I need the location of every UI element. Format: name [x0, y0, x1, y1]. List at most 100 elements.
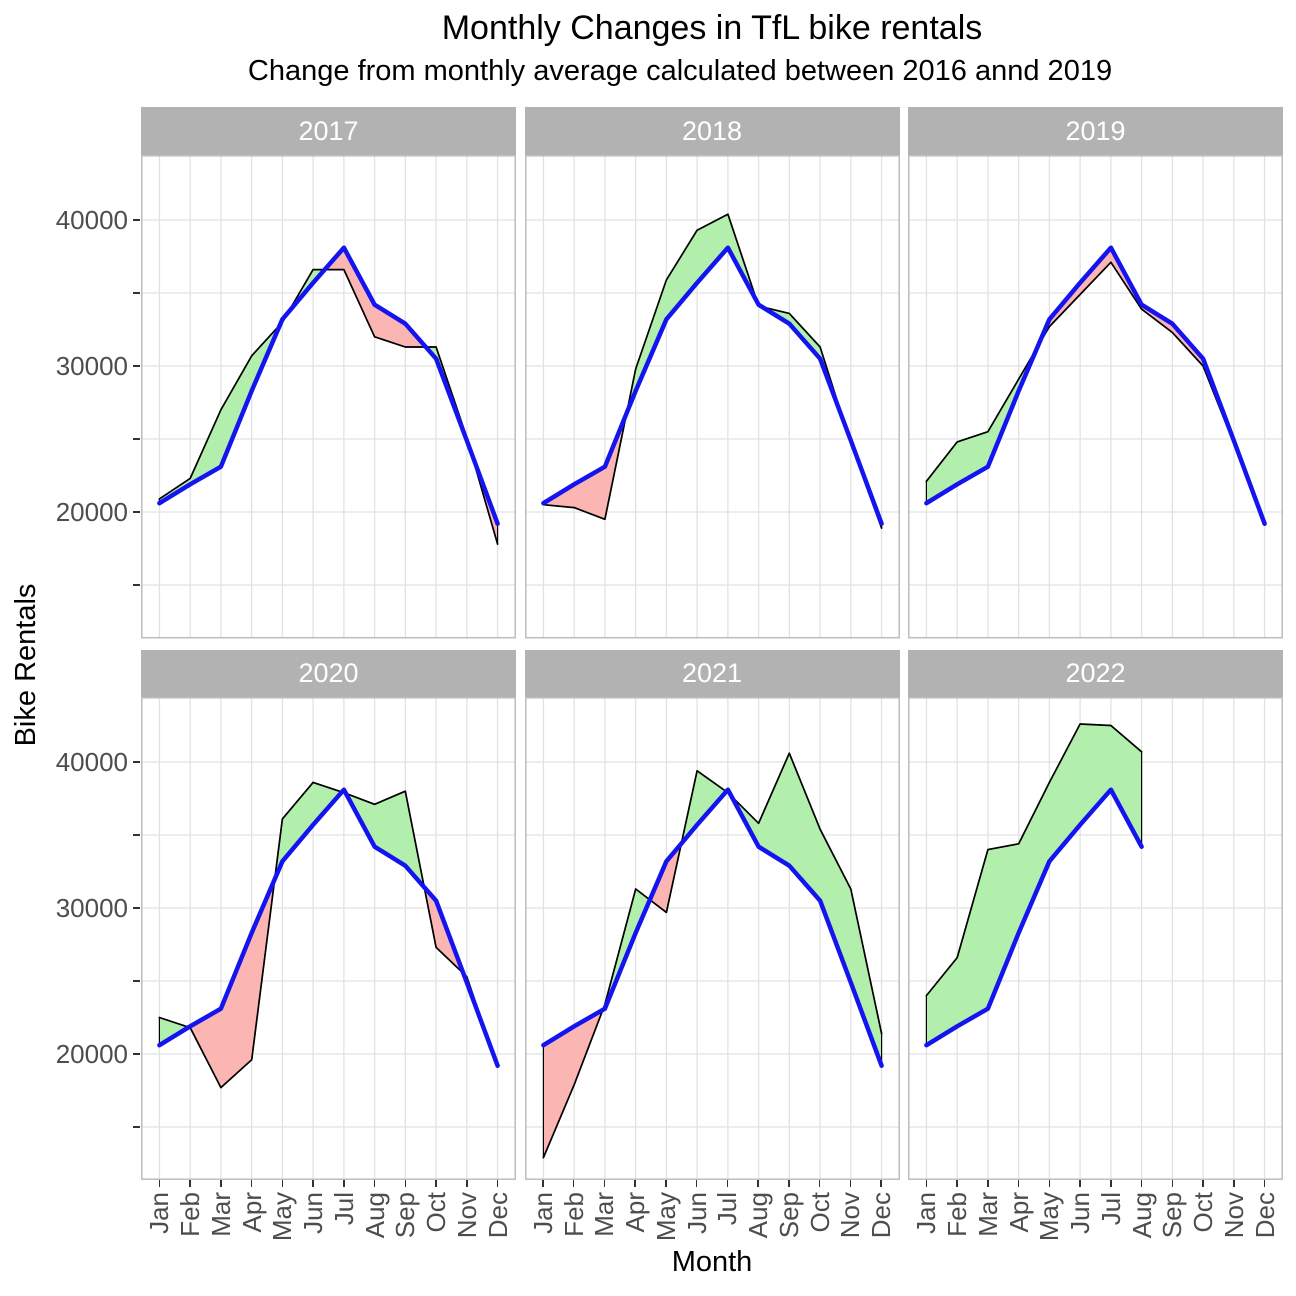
x-tick — [1048, 1180, 1051, 1187]
x-tick — [880, 1180, 882, 1187]
facet-panel-svg-2019 — [908, 155, 1283, 639]
x-tick-label: Jun — [681, 1192, 712, 1234]
actual-rentals-line — [542, 752, 882, 1159]
x-tick-label: Aug — [1126, 1192, 1157, 1239]
panel-border — [908, 155, 1283, 639]
facet-panel — [908, 697, 1283, 1180]
x-tick — [695, 1180, 698, 1187]
x-tick-label: Nov — [835, 1192, 866, 1239]
x-tick — [312, 1180, 314, 1187]
y-tick — [132, 1053, 140, 1055]
facet-strip-label: 2017 — [298, 115, 359, 146]
x-tick-label: Feb — [558, 1192, 589, 1237]
x-tick — [220, 1180, 222, 1187]
facet-panel-svg-2017 — [141, 155, 516, 639]
x-tick-label: Sep — [773, 1192, 804, 1239]
actual-rentals-line — [925, 261, 1266, 526]
x-axis-title: Month — [671, 1246, 753, 1278]
chart-subtitle: Change from monthly average calculated b… — [247, 55, 1113, 87]
y-tick — [132, 292, 140, 294]
x-tick-label: Jan — [144, 1192, 175, 1234]
x-tick-label: Jun — [298, 1192, 329, 1234]
x-tick-label: Oct — [1188, 1192, 1219, 1233]
facet-strip: 2018 — [524, 107, 900, 155]
x-tick — [1202, 1180, 1204, 1187]
x-tick — [435, 1180, 437, 1187]
facet-panel-svg-2020 — [141, 697, 516, 1180]
x-tick — [956, 1180, 958, 1187]
x-tick — [925, 1180, 928, 1187]
y-axis-title: Bike Rentals — [10, 583, 42, 747]
x-tick — [634, 1180, 636, 1187]
x-tick-label: Jan — [911, 1192, 942, 1234]
x-tick — [343, 1180, 345, 1187]
x-tick-label: Nov — [451, 1192, 482, 1239]
y-tick-label: 40000 — [55, 205, 128, 235]
x-tick-label: Jul — [328, 1192, 359, 1226]
chart-title: Monthly Changes in TfL bike rentals — [441, 9, 983, 47]
x-tick-label: Jun — [1065, 1192, 1096, 1234]
panel-border — [141, 155, 516, 639]
average-rentals-line — [924, 787, 1144, 1048]
x-tick-label: Oct — [804, 1192, 835, 1233]
panel-border — [908, 697, 1283, 1180]
x-tick — [788, 1180, 790, 1187]
x-tick-label: Sep — [1157, 1192, 1188, 1239]
average-rentals-line — [924, 245, 1267, 526]
x-tick — [1140, 1180, 1143, 1187]
x-tick — [189, 1180, 191, 1187]
actual-rentals-line — [925, 723, 1143, 997]
facet-panel-svg-2022 — [908, 697, 1283, 1180]
y-tick — [132, 219, 140, 221]
x-tick — [496, 1180, 499, 1187]
y-tick-label: 20000 — [55, 1039, 128, 1069]
y-tick — [132, 511, 140, 513]
facet-panel — [141, 697, 516, 1180]
x-tick-label: Jul — [1095, 1192, 1126, 1226]
x-tick — [572, 1180, 575, 1187]
facet-strip: 2022 — [908, 649, 1283, 698]
facet-strip: 2021 — [524, 649, 900, 698]
x-tick-label: Aug — [743, 1192, 774, 1239]
x-tick-label: Jul — [712, 1192, 743, 1226]
actual-rentals-line — [158, 268, 499, 545]
average-rentals-line — [540, 245, 884, 526]
x-tick-label: Dec — [482, 1192, 513, 1239]
y-tick-label: 20000 — [55, 497, 128, 527]
x-tick-label: Dec — [1249, 1192, 1280, 1239]
ribbon-above-average — [925, 723, 1143, 1046]
average-rentals-line — [540, 787, 884, 1068]
x-tick — [373, 1180, 376, 1187]
y-tick — [132, 907, 140, 909]
y-tick — [132, 761, 140, 763]
x-tick-label: Aug — [359, 1192, 390, 1239]
x-tick-label: Apr — [236, 1192, 267, 1233]
x-tick — [665, 1180, 667, 1187]
x-tick-label: Mar — [972, 1192, 1003, 1237]
facet-strip-label: 2019 — [1065, 115, 1126, 146]
x-tick-label: Feb — [175, 1192, 206, 1237]
facet-strip: 2019 — [908, 107, 1283, 155]
x-tick — [158, 1180, 161, 1187]
facet-panel — [141, 155, 516, 639]
panel-border — [141, 697, 516, 1180]
facet-strip: 2017 — [141, 107, 516, 155]
facet-strip-label: 2022 — [1065, 658, 1126, 688]
panel-border — [524, 155, 900, 639]
x-tick-label: Mar — [589, 1192, 620, 1237]
y-tick — [132, 365, 140, 367]
x-tick — [849, 1180, 852, 1187]
x-tick — [1079, 1180, 1081, 1187]
ribbon-below-average — [1037, 247, 1266, 526]
average-rentals-line — [157, 787, 500, 1068]
y-tick-label: 30000 — [55, 351, 128, 381]
average-rentals-line — [157, 245, 500, 526]
x-tick-label: Oct — [421, 1192, 452, 1233]
x-tick — [1110, 1180, 1112, 1187]
x-tick — [466, 1180, 468, 1187]
actual-rentals-line — [158, 781, 499, 1089]
ribbon-above-average — [730, 752, 882, 1067]
facet-panel — [908, 155, 1283, 639]
y-tick-label: 30000 — [55, 893, 128, 923]
